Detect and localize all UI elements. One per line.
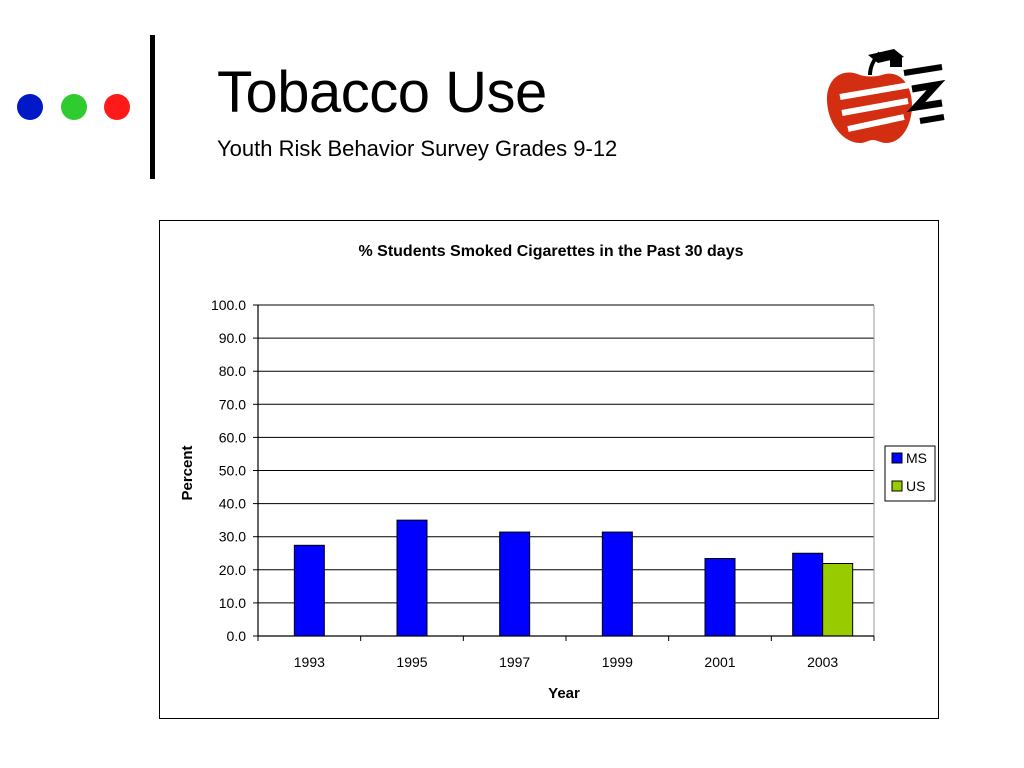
x-tick-label: 1993 [294, 654, 325, 670]
bar-chart: % Students Smoked Cigarettes in the Past… [179, 243, 936, 702]
slide-title: Tobacco Use [217, 60, 547, 125]
y-tick-label: 0.0 [227, 628, 247, 644]
x-tick-label: 1997 [499, 654, 530, 670]
bar-ms-2003 [792, 552, 824, 637]
y-tick-label: 20.0 [219, 562, 246, 578]
y-tick-label: 80.0 [219, 363, 246, 379]
chart-frame: % Students Smoked Cigarettes in the Past… [159, 220, 939, 719]
legend-swatch-ms [891, 452, 903, 464]
bullet-dot-green [61, 94, 87, 120]
x-axis-label: Year [548, 685, 580, 702]
y-tick-label: 40.0 [219, 496, 246, 512]
x-tick-label: 1999 [602, 654, 633, 670]
bar-ms-1993 [293, 544, 325, 637]
legend: MS US [884, 445, 936, 502]
bar-ms-1999 [601, 531, 633, 637]
bullet-dot-red [104, 94, 130, 120]
y-axis-label: Percent [179, 445, 196, 500]
bar-ms-1997 [499, 531, 531, 637]
x-tick-label: 2003 [807, 654, 838, 670]
slide-subtitle: Youth Risk Behavior Survey Grades 9-12 [217, 136, 618, 161]
vertical-divider [150, 35, 155, 179]
legend-label-ms: MS [906, 450, 927, 466]
bar-us-2003 [822, 563, 854, 637]
legend-swatch-us [891, 480, 903, 492]
y-tick-label: 50.0 [219, 463, 246, 479]
y-tick-label: 100.0 [211, 297, 246, 313]
chart-title: % Students Smoked Cigarettes in the Past… [358, 243, 743, 260]
x-tick-label: 1995 [396, 654, 427, 670]
y-tick-label: 30.0 [219, 529, 246, 545]
y-tick-label: 70.0 [219, 396, 246, 412]
y-tick-label: 90.0 [219, 330, 246, 346]
apple-graduation-cap-icon [826, 49, 946, 143]
x-tick-label: 2001 [704, 654, 735, 670]
bullet-dot-blue [17, 94, 43, 120]
y-tick-label: 10.0 [219, 595, 246, 611]
legend-label-us: US [906, 478, 925, 494]
bar-ms-2001 [704, 558, 736, 637]
bar-ms-1995 [396, 519, 428, 637]
y-tick-label: 60.0 [219, 429, 246, 445]
